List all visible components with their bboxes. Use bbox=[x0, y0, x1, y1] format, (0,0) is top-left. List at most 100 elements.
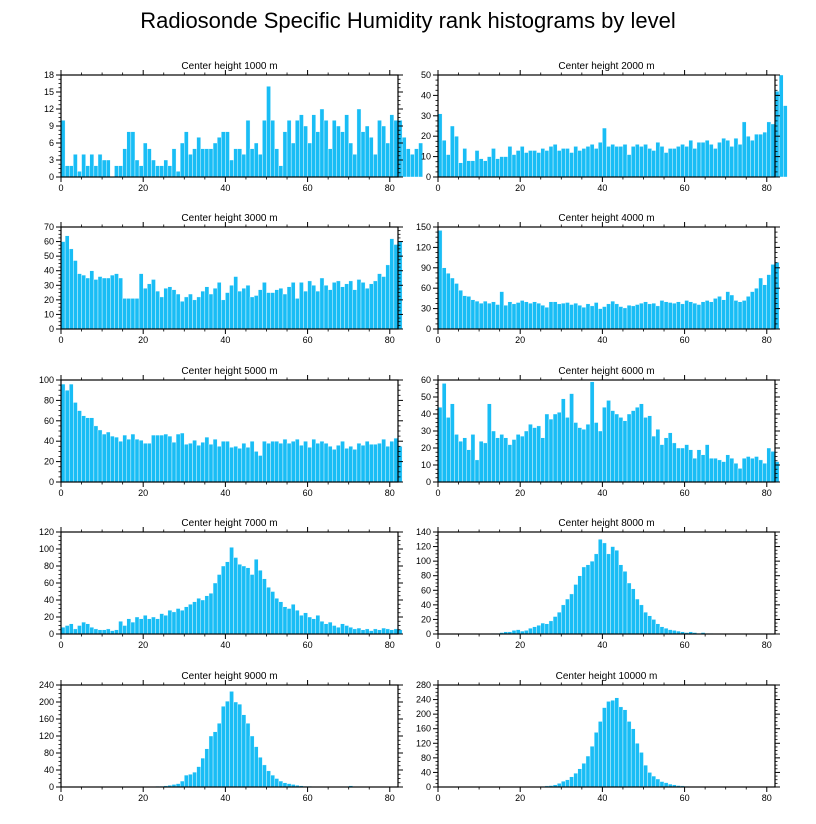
histogram-bar bbox=[344, 114, 349, 178]
x-tick-label: 0 bbox=[58, 793, 63, 803]
histogram-bar bbox=[77, 171, 82, 178]
histogram-bar bbox=[704, 140, 710, 178]
histogram-bar bbox=[89, 417, 95, 483]
histogram-bar bbox=[208, 444, 214, 483]
histogram-bar bbox=[258, 570, 263, 635]
histogram-bar bbox=[524, 430, 529, 483]
histogram-bar bbox=[540, 148, 546, 178]
x-tick-label: 0 bbox=[435, 488, 440, 498]
histogram-bar bbox=[577, 305, 583, 330]
histogram-bar bbox=[85, 623, 90, 635]
histogram-bar bbox=[385, 142, 390, 178]
histogram-bar bbox=[397, 629, 403, 635]
x-tick-label: 20 bbox=[515, 488, 525, 498]
histogram-bar bbox=[179, 432, 185, 483]
histogram-bar bbox=[602, 407, 607, 483]
histogram-bar bbox=[462, 437, 467, 483]
histogram-bar bbox=[639, 302, 644, 330]
y-tick-label: 0 bbox=[49, 477, 54, 487]
histogram-bar bbox=[167, 286, 173, 330]
histogram-bar bbox=[389, 441, 395, 483]
histogram-bar bbox=[60, 241, 66, 330]
x-tick-label: 0 bbox=[58, 640, 63, 650]
histogram-bar bbox=[134, 438, 140, 483]
histogram-bar bbox=[69, 248, 74, 330]
histogram-bar bbox=[610, 300, 615, 330]
histogram-bar bbox=[122, 625, 127, 635]
histogram-bar bbox=[60, 383, 66, 483]
histogram-bar bbox=[85, 417, 90, 483]
histogram-bar bbox=[138, 165, 144, 178]
histogram-bar bbox=[561, 398, 566, 483]
histogram-bar bbox=[577, 427, 583, 483]
histogram-bar bbox=[520, 435, 525, 483]
histogram-bar bbox=[676, 146, 681, 178]
histogram-bar bbox=[639, 752, 644, 788]
histogram-bar bbox=[741, 121, 747, 178]
histogram-bar bbox=[651, 619, 657, 635]
histogram-bar bbox=[618, 706, 624, 788]
histogram-bar bbox=[142, 142, 148, 178]
histogram-bar bbox=[155, 618, 160, 635]
histogram-bar bbox=[536, 302, 541, 330]
histogram-bar bbox=[278, 288, 284, 330]
x-tick-label: 40 bbox=[220, 183, 230, 193]
histogram-bar bbox=[356, 627, 362, 635]
histogram-bar bbox=[381, 276, 386, 330]
histogram-bar bbox=[532, 626, 537, 635]
histogram-bar bbox=[495, 304, 500, 330]
y-tick-label: 30 bbox=[44, 280, 54, 290]
histogram-bar bbox=[462, 148, 467, 178]
y-tick-label: 160 bbox=[416, 724, 431, 734]
histogram-bar bbox=[64, 625, 70, 635]
histogram-bar bbox=[750, 291, 755, 330]
histogram-bar bbox=[639, 146, 644, 178]
histogram-bar bbox=[179, 142, 185, 178]
histogram-bar bbox=[315, 443, 321, 483]
histogram-bar bbox=[315, 290, 321, 330]
histogram-bar bbox=[437, 407, 443, 483]
histogram-bar bbox=[364, 125, 370, 178]
histogram-bar bbox=[270, 292, 275, 330]
histogram-bar bbox=[163, 615, 169, 635]
histogram-bar bbox=[233, 148, 238, 178]
histogram-bar bbox=[303, 290, 308, 330]
histogram-bar bbox=[466, 160, 472, 178]
histogram-bar bbox=[713, 458, 718, 483]
histogram-bar bbox=[483, 160, 488, 178]
histogram-bar bbox=[106, 628, 111, 635]
histogram-bar bbox=[237, 148, 243, 178]
histogram-bar bbox=[667, 629, 673, 635]
histogram-bar bbox=[717, 296, 722, 330]
panel-4: Center height 4000 m 0 20 40 60 80 0 30 60 90 120 1… bbox=[416, 213, 780, 345]
y-tick-label: 120 bbox=[416, 242, 431, 252]
histogram-bar bbox=[495, 158, 500, 178]
panel-title: Center height 7000 m bbox=[181, 518, 277, 529]
histogram-bar bbox=[332, 625, 337, 635]
histogram-bar bbox=[499, 434, 504, 483]
histogram-bar bbox=[295, 610, 300, 635]
histogram-bar bbox=[159, 613, 164, 635]
histogram-bar bbox=[97, 276, 103, 330]
panel-9: Center height 9000 m 0 20 40 60 80 0 40 80 120 160… bbox=[39, 671, 403, 803]
histogram-bar bbox=[192, 439, 197, 483]
histogram-bar bbox=[450, 403, 455, 483]
histogram-bar bbox=[651, 775, 657, 788]
histogram-bar bbox=[142, 615, 148, 635]
y-tick-label: 200 bbox=[416, 709, 431, 719]
histogram-bar bbox=[487, 156, 492, 178]
histogram-bar bbox=[593, 732, 599, 788]
histogram-bar bbox=[303, 441, 308, 483]
histogram-bar bbox=[286, 286, 292, 330]
histogram-bar bbox=[200, 148, 206, 178]
histogram-bar bbox=[138, 439, 144, 483]
histogram-bar bbox=[327, 289, 333, 330]
y-tick-label: 20 bbox=[421, 614, 431, 624]
histogram-bar bbox=[200, 599, 206, 635]
histogram-bar bbox=[237, 290, 243, 330]
histogram-bar bbox=[85, 165, 90, 178]
histogram-bar bbox=[159, 434, 164, 483]
histogram-bar bbox=[311, 114, 317, 178]
histogram-bar bbox=[659, 300, 665, 330]
y-tick-label: 40 bbox=[421, 90, 431, 100]
